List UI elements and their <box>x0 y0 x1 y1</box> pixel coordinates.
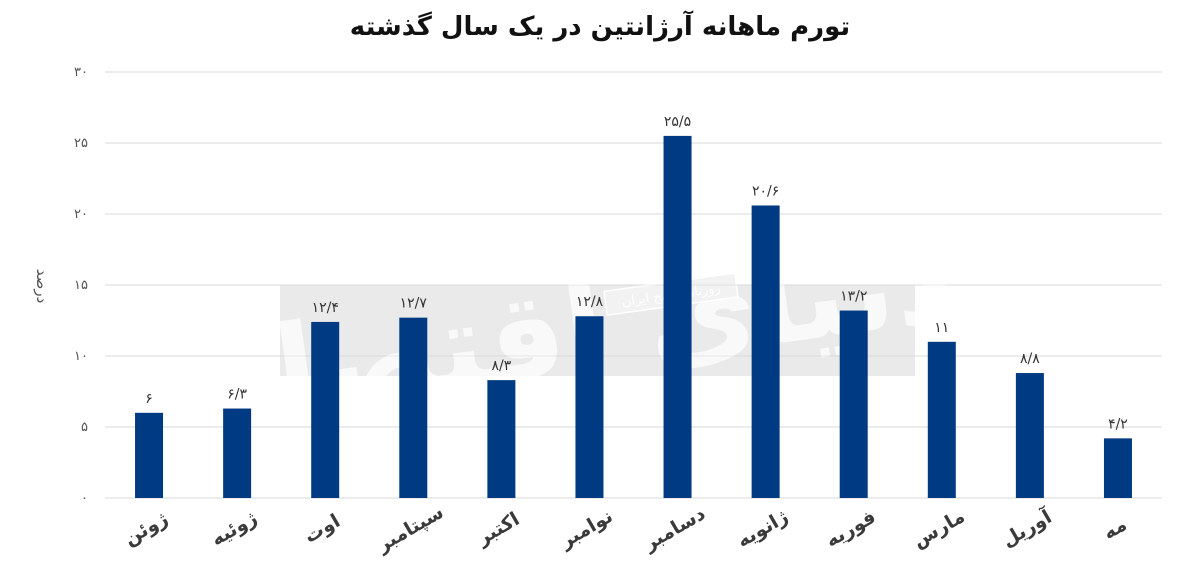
x-tick-label: نوامبر <box>555 505 616 553</box>
bar <box>223 408 252 498</box>
y-tick-label: ۲۰ <box>74 207 88 222</box>
bars <box>135 135 1132 499</box>
data-label: ۱۳/۲ <box>840 289 867 305</box>
bar <box>927 341 956 498</box>
bar <box>1103 438 1132 498</box>
bar <box>487 380 516 498</box>
y-tick-label: ۱۵ <box>74 278 88 293</box>
y-tick-label: ۳۰ <box>74 65 88 80</box>
data-label: ۶ <box>145 391 153 407</box>
bar <box>1015 373 1044 498</box>
x-tick-label: دسامبر <box>639 502 709 555</box>
x-tick-label: آوریل <box>997 504 1056 552</box>
data-label: ۶/۳ <box>227 387 247 403</box>
data-label: ۱۱ <box>934 320 949 336</box>
bar <box>839 310 868 498</box>
x-tick-label: مارس <box>909 505 969 552</box>
y-tick-label: ۱۰ <box>74 349 88 364</box>
x-tick-label: مه <box>1099 513 1130 544</box>
x-tick-label: ژانویه <box>733 505 792 552</box>
data-label: ۱۲/۸ <box>576 294 604 310</box>
x-tick-label: سپتامبر <box>372 501 447 557</box>
bar <box>575 316 604 498</box>
y-tick-labels: ۰ ۵ ۱۰ ۱۵ ۲۰ ۲۵ ۳۰ <box>74 65 88 506</box>
chart-title: تورم ماهانه آرژانتین در یک سال گذشته <box>349 12 851 42</box>
data-label: ۲۰/۶ <box>752 183 779 199</box>
y-tick-label: ۰ <box>81 491 88 506</box>
data-label: ۸/۸ <box>1020 351 1040 367</box>
bar <box>751 205 780 499</box>
y-tick-label: ۲۵ <box>74 136 88 151</box>
data-label: ۱۲/۷ <box>400 296 428 312</box>
x-tick-label: ژوئیه <box>207 507 261 551</box>
bar <box>135 412 164 498</box>
x-tick-label: فوریه <box>822 506 880 552</box>
x-tick-labels: ژوئن ژوئیه اوت سپتامبر اکتبر نوامبر دسامبر ژانو… <box>120 501 1130 557</box>
data-labels: ۶ ۶/۳ ۱۲/۴ ۱۲/۷ ۸/۳ ۱۲/۸ ۲۵/۵ ۲۰/۶ ۱۳/۲ ۱۱ ۸/۸ ۴/۲ <box>145 114 1128 432</box>
x-tick-label: اکتبر <box>473 508 524 550</box>
bar <box>663 135 692 498</box>
x-tick-label: اوت <box>301 510 344 548</box>
data-label: ۱۲/۴ <box>312 300 339 316</box>
x-tick-label: ژوئن <box>120 508 172 551</box>
data-label: ۲۵/۵ <box>664 114 691 130</box>
bar <box>311 321 340 498</box>
bar <box>399 317 428 498</box>
y-tick-label: ۵ <box>81 420 88 435</box>
data-label: ۸/۳ <box>491 358 511 374</box>
data-label: ۴/۲ <box>1108 416 1128 432</box>
